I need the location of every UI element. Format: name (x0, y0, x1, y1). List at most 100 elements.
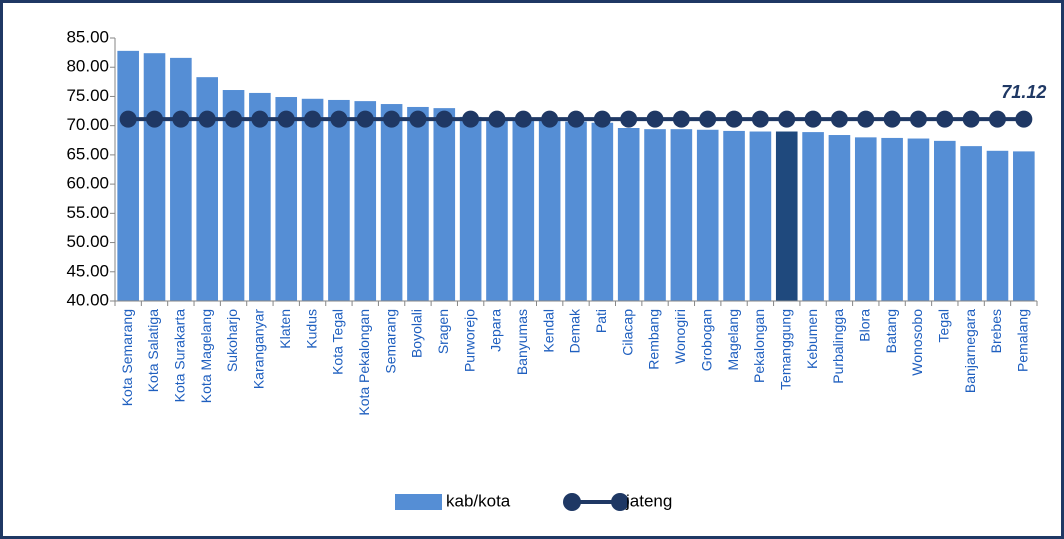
bar (538, 120, 561, 301)
y-tick-label: 80.00 (66, 57, 109, 76)
line-marker (198, 110, 216, 128)
legend-label: kab/kota (446, 491, 511, 510)
line-marker (883, 110, 901, 128)
x-tick-label: Pati (593, 309, 609, 333)
line-marker (857, 110, 875, 128)
line-marker (225, 110, 243, 128)
bar (854, 137, 877, 301)
bar (249, 92, 271, 301)
x-tick-label: Brebes (988, 309, 1004, 353)
bar (407, 106, 429, 301)
bar (986, 150, 1009, 301)
x-tick-label: Kota Pekalongan (356, 309, 372, 416)
x-tick-label: Klaten (277, 309, 293, 349)
y-tick-label: 40.00 (66, 290, 109, 309)
x-tick-label: Kebumen (804, 309, 820, 369)
line-marker (304, 110, 322, 128)
line-marker (962, 110, 980, 128)
y-tick-label: 75.00 (66, 86, 109, 105)
line-marker (593, 110, 611, 128)
bar (512, 119, 535, 301)
line-marker (672, 110, 690, 128)
line-marker (936, 110, 954, 128)
line-marker (830, 110, 848, 128)
x-tick-label: Kota Salatiga (145, 309, 161, 392)
bar (170, 57, 192, 302)
y-tick-label: 50.00 (66, 232, 109, 251)
y-tick-label: 65.00 (66, 144, 109, 163)
bar (644, 129, 666, 301)
line-marker (146, 110, 164, 128)
line-marker (462, 110, 480, 128)
y-tick-label: 60.00 (66, 174, 109, 193)
line-marker (699, 110, 717, 128)
bar (933, 140, 956, 301)
bar (486, 118, 508, 301)
bar (459, 116, 482, 302)
bar (749, 131, 772, 301)
line-marker (646, 110, 664, 128)
line-marker (751, 110, 769, 128)
x-tick-label: Kudus (303, 309, 319, 349)
line-marker (988, 110, 1006, 128)
x-tick-label: Cilacap (619, 309, 635, 356)
line-marker (620, 110, 638, 128)
x-tick-label: Demak (567, 308, 583, 353)
line-marker (383, 110, 401, 128)
y-tick-label: 55.00 (66, 203, 109, 222)
bar (907, 138, 930, 301)
x-tick-label: Blora (856, 309, 872, 342)
x-tick-label: Sragen (435, 309, 451, 354)
bar (1013, 151, 1035, 301)
legend-swatch (563, 493, 581, 511)
line-marker (356, 110, 374, 128)
x-tick-label: Wonosobo (909, 309, 925, 376)
line-marker (1015, 110, 1033, 128)
bar (275, 97, 298, 301)
bar (775, 131, 798, 301)
bar (591, 122, 614, 301)
bar (433, 108, 456, 301)
x-tick-label: Batang (883, 309, 899, 353)
x-tick-label: Kota Semarang (119, 309, 135, 406)
x-tick-label: Purworejo (461, 309, 477, 372)
x-tick-label: Kota Tegal (330, 309, 346, 375)
x-tick-label: Semarang (382, 309, 398, 374)
x-tick-label: Wonogiri (672, 309, 688, 364)
x-tick-label: Boyolali (409, 309, 425, 358)
x-tick-label: Temanggung (777, 309, 793, 390)
line-marker (541, 110, 559, 128)
line-marker (514, 110, 532, 128)
x-tick-label: Banyumas (514, 309, 530, 375)
bar (328, 99, 350, 301)
bar (565, 121, 587, 301)
line-marker (909, 110, 927, 128)
line-marker (277, 110, 295, 128)
y-tick-label: 45.00 (66, 261, 109, 280)
bar (354, 101, 377, 302)
line-marker (778, 110, 796, 128)
x-tick-label: Pemalang (1015, 309, 1031, 372)
x-tick-label: Kendal (540, 309, 556, 353)
line-marker (567, 110, 585, 128)
line-marker (330, 110, 348, 128)
x-tick-label: Banjarnegara (962, 309, 978, 393)
x-tick-label: Kota Surakarta (172, 309, 188, 403)
line-marker (435, 110, 453, 128)
line-marker (409, 110, 427, 128)
y-tick-label: 85.00 (66, 27, 109, 46)
x-tick-label: Grobogan (698, 309, 714, 371)
bar (143, 53, 166, 301)
bar (802, 132, 824, 301)
bar (723, 130, 745, 301)
line-marker (172, 110, 190, 128)
data-label: 71.12 (1001, 82, 1046, 102)
x-tick-label: Kota Magelang (198, 309, 214, 403)
bar (301, 98, 324, 301)
x-tick-label: Jepara (488, 309, 504, 352)
x-tick-label: Pekalongan (751, 309, 767, 383)
bar (960, 146, 982, 301)
line-marker (488, 110, 506, 128)
bar (670, 129, 693, 301)
